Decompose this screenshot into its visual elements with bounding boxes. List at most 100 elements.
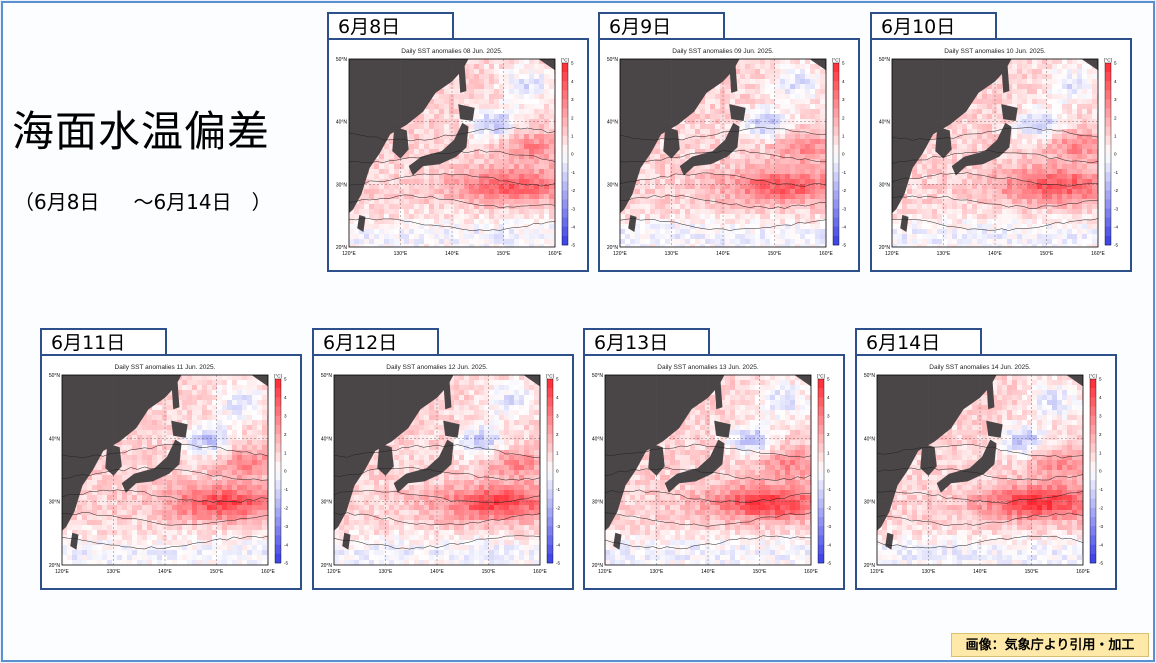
colorbar-tick-label: -3 bbox=[571, 206, 576, 211]
lat-tick-label: 50°N bbox=[864, 373, 876, 379]
date-tab: 6月13日 bbox=[583, 328, 710, 354]
colorbar-tick-label: 0 bbox=[1099, 469, 1102, 474]
colorbar-unit: [°C] bbox=[561, 58, 569, 63]
colorbar-tick-label: 4 bbox=[556, 395, 559, 400]
lon-tick-label: 120°E bbox=[327, 569, 341, 575]
lat-tick-label: 30°N bbox=[607, 182, 619, 188]
colorbar-tick-label: -5 bbox=[1114, 243, 1119, 248]
colorbar-tick-label: 2 bbox=[1099, 432, 1102, 437]
colorbar-tick-label: 3 bbox=[284, 414, 287, 419]
date-range-end: ～6月14日 ） bbox=[133, 190, 272, 214]
colorbar-tick-label: -3 bbox=[556, 524, 561, 529]
lon-tick-label: 160°E bbox=[1091, 251, 1105, 257]
colorbar-tick-label: 5 bbox=[571, 61, 574, 66]
colorbar-tick-label: -4 bbox=[827, 542, 832, 547]
colorbar-tick-label: -1 bbox=[571, 170, 576, 175]
lon-tick-label: 140°E bbox=[988, 251, 1002, 257]
date-tab: 6月11日 bbox=[40, 328, 167, 354]
colorbar-tick-label: -4 bbox=[842, 225, 847, 230]
sst-map-figure: Daily SST anomalies 08 Jun. 2025. 50°N 40°… bbox=[336, 48, 576, 257]
lat-tick-label: 20°N bbox=[607, 245, 619, 251]
colorbar-unit: [°C] bbox=[274, 374, 282, 379]
colorbar-tick-label: 2 bbox=[1114, 115, 1117, 120]
lon-tick-label: 120°E bbox=[885, 251, 899, 257]
lat-tick-label: 40°N bbox=[49, 436, 61, 442]
colorbar-tick-label: -3 bbox=[1114, 206, 1119, 211]
lon-tick-label: 140°E bbox=[445, 251, 459, 257]
lon-tick-label: 130°E bbox=[922, 569, 936, 575]
colorbar-tick-label: -2 bbox=[827, 506, 832, 511]
colorbar-tick-label: -2 bbox=[842, 188, 847, 193]
lat-tick-label: 20°N bbox=[592, 563, 604, 569]
colorbar-tick-label: 2 bbox=[284, 432, 287, 437]
sst-map-figure: Daily SST anomalies 13 Jun. 2025. 50°N 40°… bbox=[592, 364, 832, 575]
lon-tick-label: 150°E bbox=[1025, 569, 1039, 575]
lat-tick-label: 30°N bbox=[336, 182, 348, 188]
colorbar-tick-label: -5 bbox=[556, 561, 561, 566]
colorbar-tick-label: 5 bbox=[842, 61, 845, 66]
colorbar-unit: [°C] bbox=[832, 58, 840, 63]
lon-tick-label: 160°E bbox=[261, 569, 275, 575]
lat-tick-label: 50°N bbox=[879, 57, 891, 63]
colorbar-tick-label: -2 bbox=[284, 506, 289, 511]
colorbar-tick-label: -4 bbox=[556, 542, 561, 547]
lat-tick-label: 30°N bbox=[592, 500, 604, 506]
lat-tick-label: 30°N bbox=[321, 500, 333, 506]
lon-tick-label: 150°E bbox=[482, 569, 496, 575]
sst-anomaly-map: Daily SST anomalies 14 Jun. 2025. 50°N 40°… bbox=[855, 354, 1117, 590]
lon-tick-label: 120°E bbox=[598, 569, 612, 575]
sst-anomaly-map: Daily SST anomalies 11 Jun. 2025. 50°N 40°… bbox=[40, 354, 302, 590]
date-tab: 6月9日 bbox=[598, 12, 725, 38]
map-title: Daily SST anomalies 08 Jun. 2025. bbox=[401, 48, 503, 55]
colorbar-tick-label: -3 bbox=[1099, 524, 1104, 529]
colorbar-tick-label: -2 bbox=[1114, 188, 1119, 193]
lat-tick-label: 40°N bbox=[864, 436, 876, 442]
lon-tick-label: 130°E bbox=[394, 251, 408, 257]
lat-tick-label: 40°N bbox=[592, 436, 604, 442]
lon-tick-label: 160°E bbox=[804, 569, 818, 575]
lat-tick-label: 30°N bbox=[879, 182, 891, 188]
colorbar-tick-label: -2 bbox=[1099, 506, 1104, 511]
map-title: Daily SST anomalies 11 Jun. 2025. bbox=[115, 364, 216, 371]
colorbar-tick-label: 4 bbox=[842, 79, 845, 84]
colorbar-tick-label: -1 bbox=[1099, 487, 1104, 492]
sst-anomaly-map: Daily SST anomalies 10 Jun. 2025. 50°N 40°… bbox=[870, 38, 1132, 272]
lon-tick-label: 160°E bbox=[819, 251, 833, 257]
sst-anomaly-map: Daily SST anomalies 09 Jun. 2025. 50°N 40°… bbox=[598, 38, 860, 272]
lon-tick-label: 140°E bbox=[973, 569, 987, 575]
colorbar-tick-label: -5 bbox=[571, 243, 576, 248]
colorbar-tick-label: 5 bbox=[1099, 377, 1102, 382]
colorbar-tick-label: -4 bbox=[1099, 542, 1104, 547]
lat-tick-label: 30°N bbox=[49, 500, 61, 506]
colorbar-tick-label: 3 bbox=[556, 414, 559, 419]
sst-map-figure: Daily SST anomalies 09 Jun. 2025. 50°N 40°… bbox=[607, 48, 847, 257]
lon-tick-label: 130°E bbox=[650, 569, 664, 575]
colorbar-unit: [°C] bbox=[1089, 374, 1097, 379]
colorbar-tick-label: -1 bbox=[842, 170, 847, 175]
colorbar-tick-label: 3 bbox=[571, 97, 574, 102]
date-tab: 6月10日 bbox=[870, 12, 997, 38]
colorbar-tick-label: -5 bbox=[1099, 561, 1104, 566]
map-title: Daily SST anomalies 14 Jun. 2025. bbox=[929, 364, 1031, 371]
colorbar-tick-label: -1 bbox=[556, 487, 561, 492]
colorbar-tick-label: 1 bbox=[1114, 134, 1117, 139]
date-tab: 6月8日 bbox=[327, 12, 454, 38]
colorbar-tick-label: 0 bbox=[827, 469, 830, 474]
lon-tick-label: 120°E bbox=[342, 251, 356, 257]
lon-tick-label: 150°E bbox=[1040, 251, 1054, 257]
map-title: Daily SST anomalies 09 Jun. 2025. bbox=[672, 48, 774, 55]
colorbar-tick-label: 5 bbox=[827, 377, 830, 382]
lon-tick-label: 150°E bbox=[768, 251, 782, 257]
lat-tick-label: 50°N bbox=[49, 373, 61, 379]
colorbar-tick-label: 0 bbox=[284, 469, 287, 474]
colorbar-tick-label: 4 bbox=[284, 395, 287, 400]
colorbar-tick-label: 4 bbox=[1114, 79, 1117, 84]
lon-tick-label: 150°E bbox=[753, 569, 767, 575]
colorbar-tick-label: -3 bbox=[284, 524, 289, 529]
colorbar-tick-label: 1 bbox=[284, 450, 287, 455]
colorbar-tick-label: -4 bbox=[1114, 225, 1119, 230]
colorbar-tick-label: 4 bbox=[1099, 395, 1102, 400]
lon-tick-label: 130°E bbox=[937, 251, 951, 257]
colorbar-tick-label: 1 bbox=[556, 450, 559, 455]
colorbar-tick-label: -1 bbox=[1114, 170, 1119, 175]
